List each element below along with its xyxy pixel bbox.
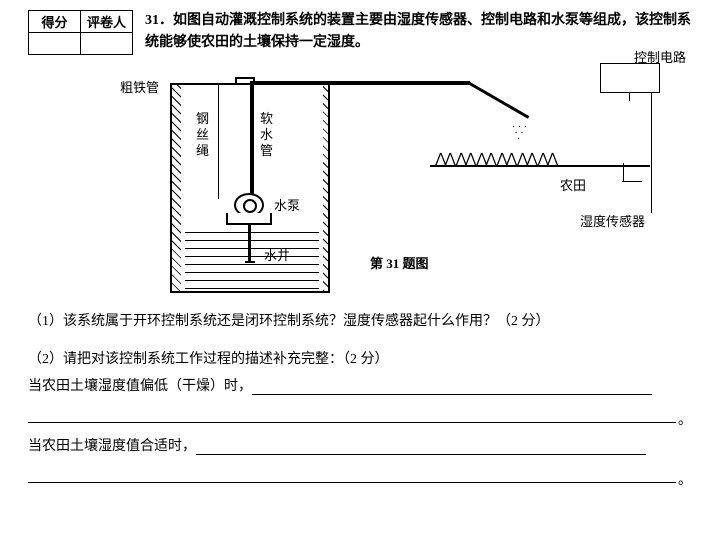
intro-text: 如图自动灌溉控制系统的装置主要由湿度传感器、控制电路和水泵等组成，该控制系统能够… [145, 13, 691, 50]
sensor-wire [622, 181, 642, 182]
period-1: 。 [678, 409, 692, 429]
score-header: 得分 [29, 11, 81, 33]
spray-pipe [467, 81, 529, 119]
pump-intake [248, 223, 251, 263]
wire-rope [218, 83, 219, 199]
score-table: 得分 评卷人 [28, 10, 133, 55]
blank-1 [252, 377, 652, 395]
q2a-text: 当农田土壤湿度值偏低（干燥）时， [28, 379, 252, 394]
control-circuit-label: 控制电路 [634, 47, 686, 66]
question-2: （2）请把对该控制系统工作过程的描述补充完整：（2 分） [28, 349, 692, 371]
pipe-cap [245, 261, 255, 263]
question-number: 31． [145, 13, 173, 28]
q2-line-b: 当农田土壤湿度值合适时， [28, 435, 692, 455]
blank-4 [28, 461, 676, 483]
soft-pipe-label: 软 水 管 [260, 111, 273, 159]
period-2: 。 [678, 469, 692, 489]
q2b-text: 当农田土壤湿度值合适时， [28, 439, 196, 454]
score-cell [29, 33, 81, 55]
spray-icon: · · · · · · [512, 125, 527, 143]
irrigation-diagram: 控制电路 粗铁管 · · · · · · ⋀⋀ ⋀⋀ ⋀⋀ ⋀⋀ ⋀⋀ ⋀⋀ 农… [50, 63, 670, 303]
wire-rope-label: 钢 丝 绳 [196, 111, 209, 159]
grader-cell [81, 33, 133, 55]
blank-2 [28, 401, 676, 423]
control-wire-1 [629, 93, 630, 101]
iron-pipe-label: 粗铁管 [120, 77, 159, 96]
field-plants: ⋀⋀ ⋀⋀ ⋀⋀ ⋀⋀ ⋀⋀ ⋀⋀ [435, 151, 556, 168]
question-intro: 31．如图自动灌溉控制系统的装置主要由湿度传感器、控制电路和水泵等组成，该控制系… [145, 10, 692, 54]
pump-label: 水泵 [274, 195, 300, 214]
grader-header: 评卷人 [81, 11, 133, 33]
soft-pipe [250, 81, 254, 200]
humidity-sensor [620, 163, 630, 181]
field-label: 农田 [560, 175, 586, 194]
q2-line-a: 当农田土壤湿度值偏低（干燥）时， [28, 375, 692, 395]
sensor-label: 湿度传感器 [580, 211, 645, 230]
control-wire-2 [651, 93, 652, 213]
question-1: （1）该系统属于开环控制系统还是闭环控制系统？湿度传感器起什么作用？（2 分） [28, 311, 692, 333]
control-circuit-box [600, 63, 660, 93]
blank-3 [196, 437, 646, 455]
well-label: 水井 [264, 245, 290, 264]
figure-caption: 第 31 题图 [370, 253, 429, 272]
